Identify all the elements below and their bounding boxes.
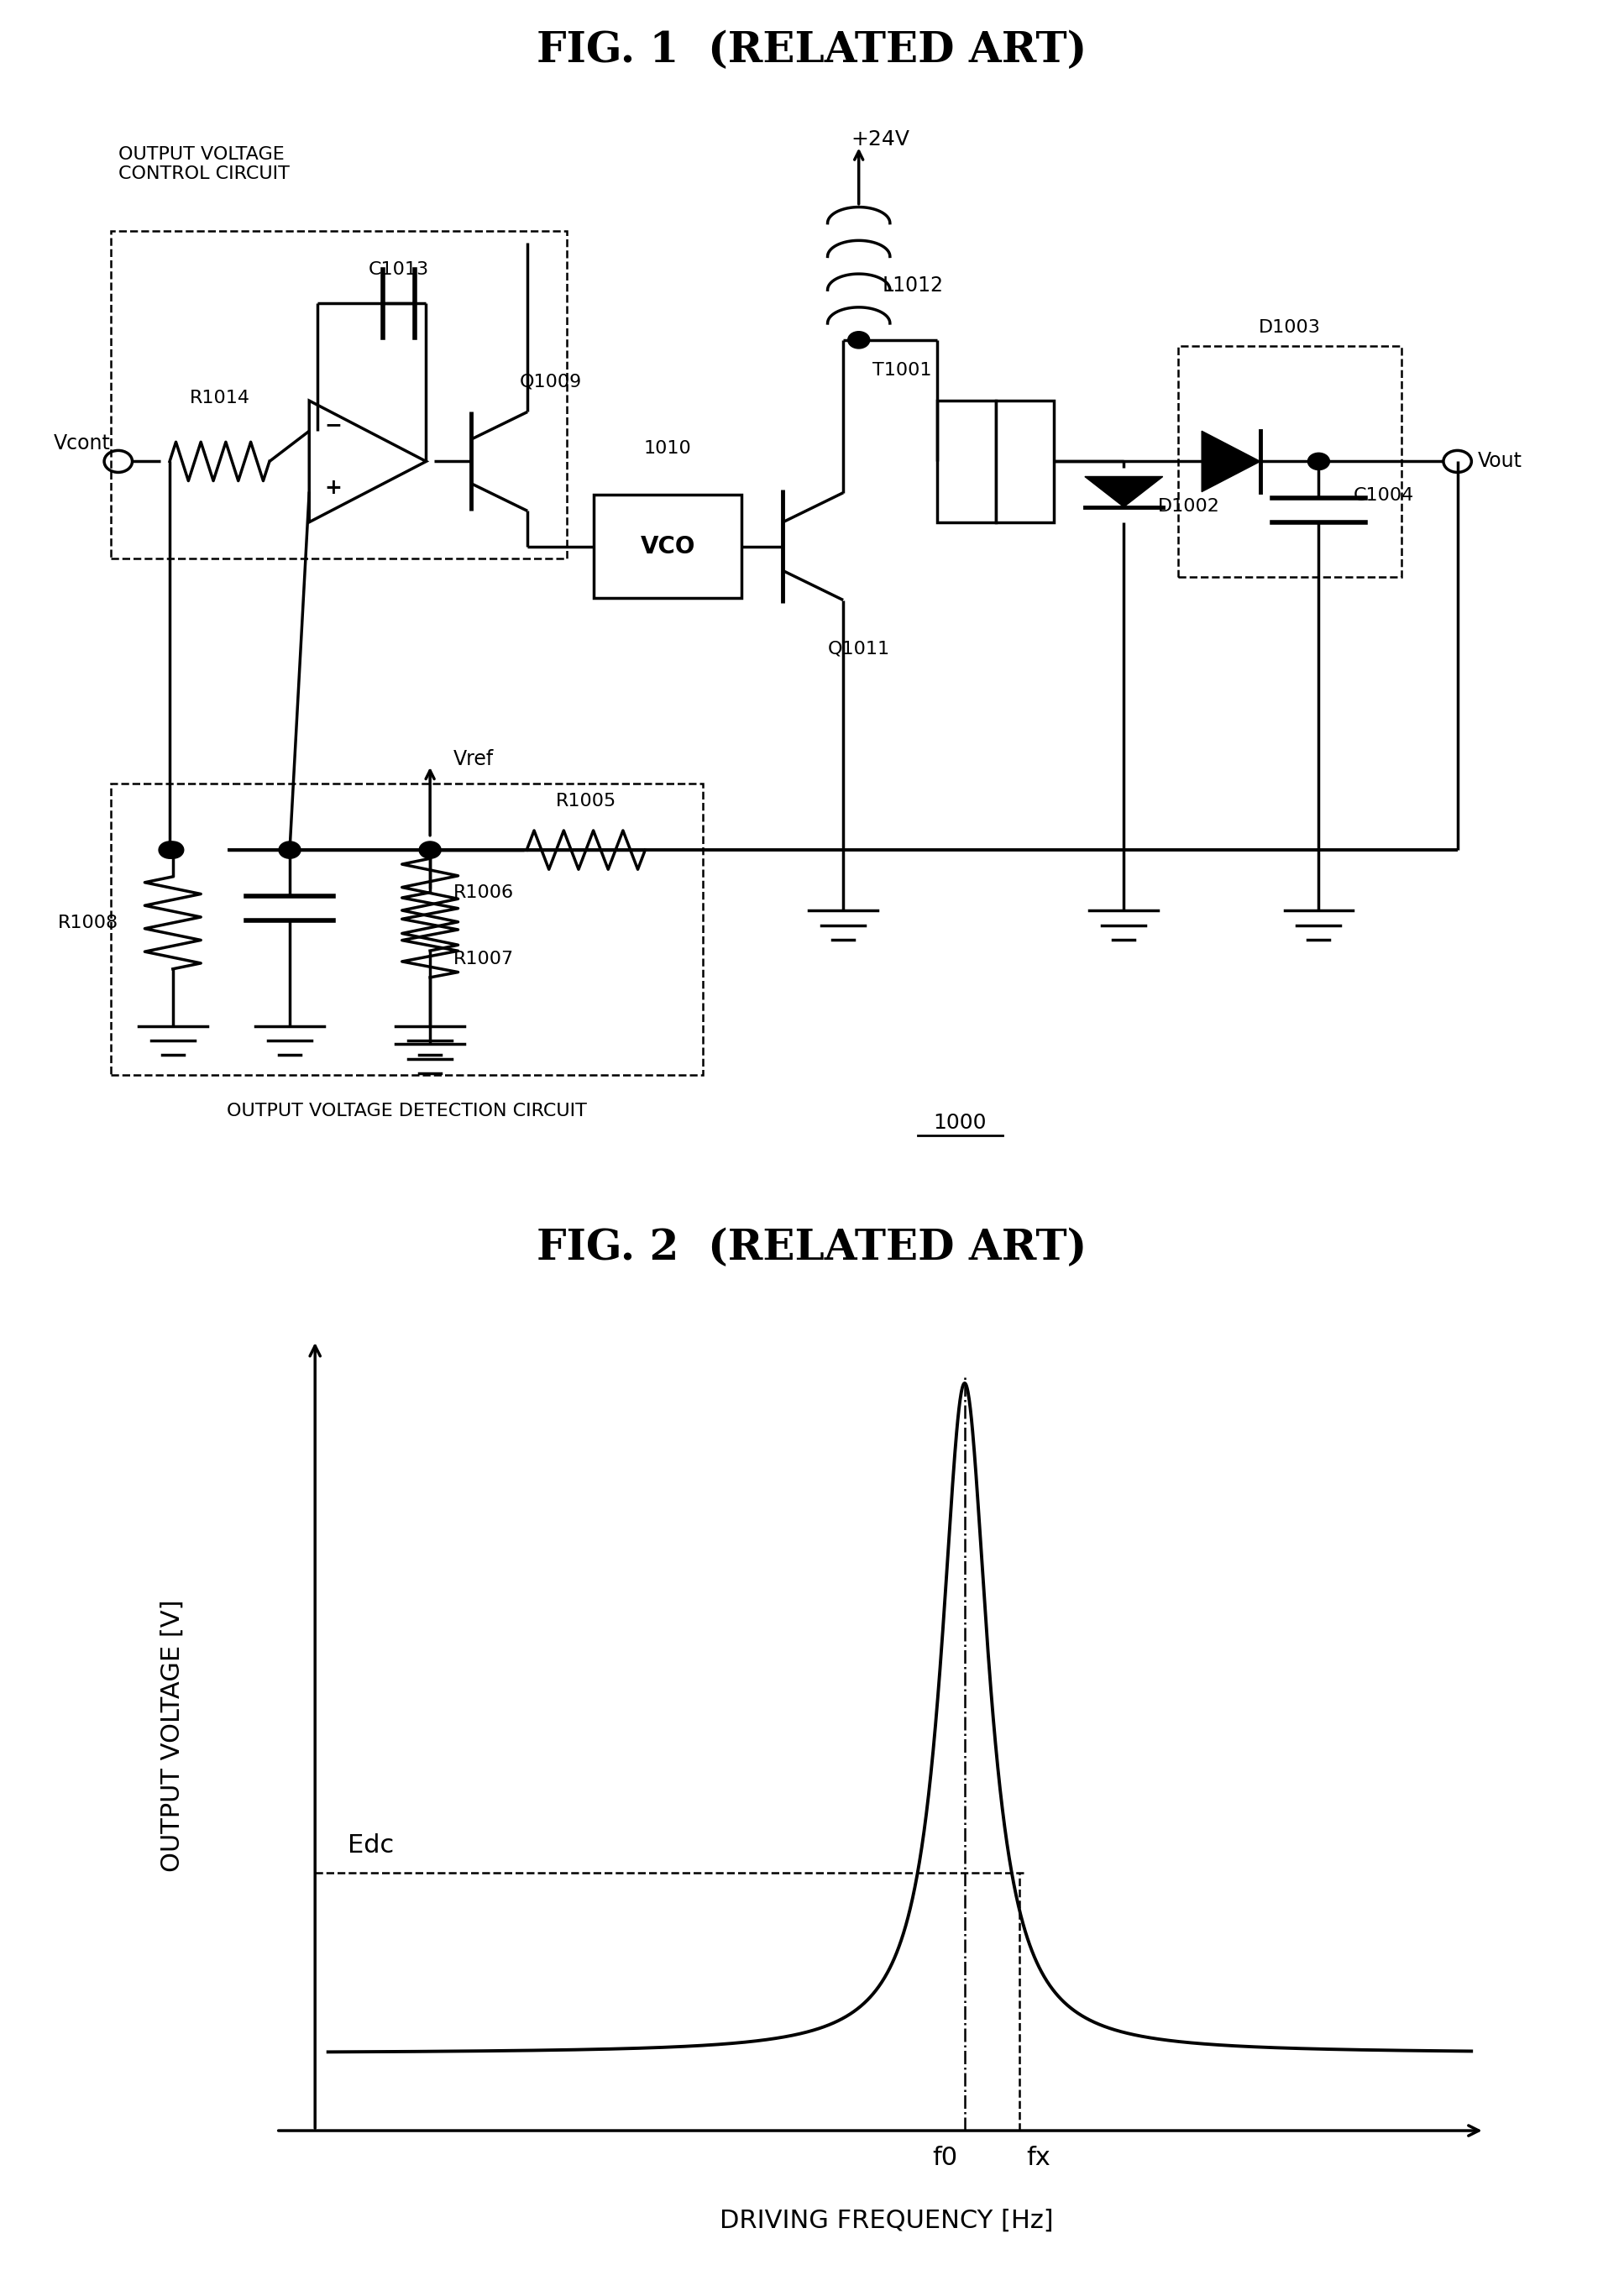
Text: D1003: D1003 [1259,318,1320,337]
Text: C1013: C1013 [369,261,429,277]
Polygon shape [1202,431,1260,493]
Text: Vout: Vout [1478,451,1522,472]
Circle shape [419,841,442,859]
Circle shape [162,841,184,859]
Text: Edc: Edc [348,1833,395,1858]
Text: f0: f0 [932,2147,958,2170]
Text: +: + [325,479,343,497]
Text: R1006: R1006 [453,884,513,900]
Text: R1008: R1008 [58,914,119,930]
Text: +24V: +24V [851,131,909,149]
Text: fx: fx [1026,2147,1051,2170]
Bar [1179,346,1402,577]
Text: 1000: 1000 [934,1113,987,1134]
Bar [594,495,742,598]
Text: 1010: 1010 [645,440,692,458]
Text: D1002: D1002 [1158,497,1220,515]
Text: FIG. 1  (RELATED ART): FIG. 1 (RELATED ART) [538,30,1086,71]
Text: DRIVING FREQUENCY [Hz]: DRIVING FREQUENCY [Hz] [719,2209,1054,2234]
Text: T1001: T1001 [872,362,932,378]
Text: VCO: VCO [640,534,695,559]
Text: FIG. 2  (RELATED ART): FIG. 2 (RELATED ART) [538,1228,1086,1269]
Bar [110,231,567,559]
Text: OUTPUT VOLTAGE DETECTION CIRCUIT: OUTPUT VOLTAGE DETECTION CIRCUIT [227,1102,586,1120]
Bar [110,784,703,1074]
Bar [996,401,1054,522]
Text: R1014: R1014 [190,389,250,408]
Text: OUTPUT VOLTAGE [V]: OUTPUT VOLTAGE [V] [161,1599,184,1872]
Circle shape [1307,454,1330,470]
Text: R1007: R1007 [453,951,513,967]
Bar [937,401,996,522]
Text: Q1011: Q1011 [828,639,890,658]
Text: Q1009: Q1009 [520,373,581,389]
Text: L1012: L1012 [882,275,944,296]
Text: Vref: Vref [453,749,494,770]
Circle shape [848,332,870,348]
Circle shape [159,841,180,859]
Text: −: − [325,415,343,435]
Text: Vcont: Vcont [54,433,110,454]
Text: OUTPUT VOLTAGE
CONTROL CIRCUIT: OUTPUT VOLTAGE CONTROL CIRCUIT [119,147,289,183]
Polygon shape [1085,477,1163,506]
Circle shape [279,841,300,859]
Text: C1004: C1004 [1353,488,1413,504]
Text: R1005: R1005 [555,793,615,809]
